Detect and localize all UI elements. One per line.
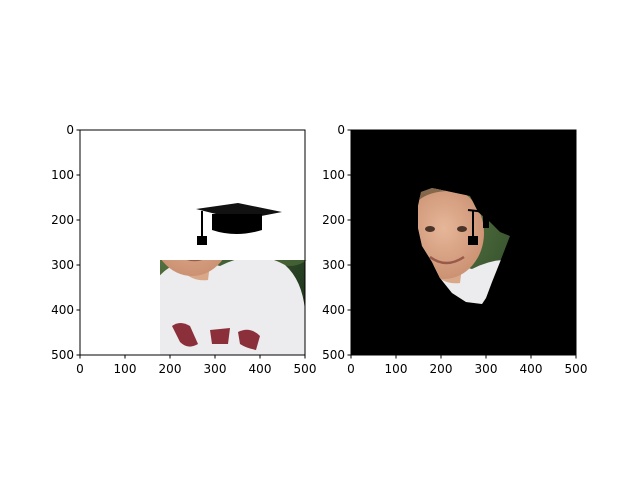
right-xtick-label: 300 (475, 362, 498, 376)
right-xtick-label: 500 (565, 362, 588, 376)
left-ytick-label: 100 (51, 168, 74, 182)
right-ytick-label: 0 (337, 123, 345, 137)
left-ytick-label: 500 (51, 348, 74, 362)
right-ytick-label: 400 (322, 303, 345, 317)
right-xtick-label: 200 (430, 362, 453, 376)
right-xtick-label: 0 (347, 362, 355, 376)
right-image (351, 130, 576, 355)
left-ytick-label: 400 (51, 303, 74, 317)
left-xtick-label: 500 (294, 362, 317, 376)
left-xtick-label: 0 (76, 362, 84, 376)
left-xtick-label: 300 (204, 362, 227, 376)
left-axes-frame (79, 129, 306, 356)
left-ytick-label: 300 (51, 258, 74, 272)
left-xtick-label: 400 (249, 362, 272, 376)
right-axes-frame (350, 129, 577, 356)
right-ytick-label: 200 (322, 213, 345, 227)
left-xtick-label: 200 (159, 362, 182, 376)
right-xtick-label: 400 (520, 362, 543, 376)
right-ytick-label: 500 (322, 348, 345, 362)
right-graduation-cap-icon (467, 209, 489, 245)
left-xtick-label: 100 (114, 362, 137, 376)
left-ytick-label: 200 (51, 213, 74, 227)
right-ytick-label: 100 (322, 168, 345, 182)
right-xtick-label: 100 (385, 362, 408, 376)
left-ytick-label: 0 (66, 123, 74, 137)
left-image (80, 130, 305, 355)
right-ytick-label: 300 (322, 258, 345, 272)
left-graduation-cap-icon (196, 203, 282, 245)
